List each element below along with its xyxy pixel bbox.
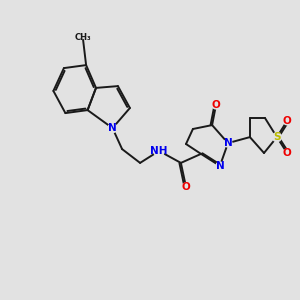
Text: O: O bbox=[182, 182, 190, 192]
Circle shape bbox=[182, 183, 190, 191]
Circle shape bbox=[154, 146, 164, 156]
Circle shape bbox=[283, 117, 291, 125]
Text: S: S bbox=[273, 132, 281, 142]
Text: CH₃: CH₃ bbox=[75, 33, 92, 42]
Text: N: N bbox=[224, 138, 232, 148]
Circle shape bbox=[283, 149, 291, 157]
Circle shape bbox=[216, 162, 224, 170]
Text: O: O bbox=[283, 148, 292, 158]
Circle shape bbox=[272, 133, 281, 142]
Text: N: N bbox=[215, 161, 224, 171]
Circle shape bbox=[212, 101, 220, 109]
Circle shape bbox=[224, 139, 232, 147]
Text: NH: NH bbox=[150, 146, 168, 156]
Text: N: N bbox=[108, 123, 117, 133]
Circle shape bbox=[108, 124, 117, 133]
Text: O: O bbox=[212, 100, 220, 110]
Text: O: O bbox=[283, 116, 292, 126]
